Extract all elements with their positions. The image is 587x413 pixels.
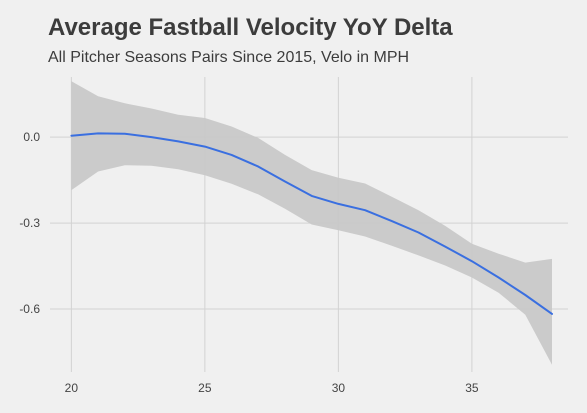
axis-labels: 20 25 30 35 0.0 -0.3 -0.6 bbox=[19, 130, 479, 395]
confidence-band-layer bbox=[71, 81, 553, 365]
y-tick-label: -0.6 bbox=[19, 302, 40, 316]
x-tick-label: 20 bbox=[65, 381, 79, 395]
y-tick-label: -0.3 bbox=[19, 216, 40, 230]
x-tick-label: 30 bbox=[332, 381, 346, 395]
confidence-band bbox=[71, 81, 553, 365]
x-tick-label: 35 bbox=[465, 381, 479, 395]
trend-line-layer bbox=[70, 132, 553, 315]
chart-title: Average Fastball Velocity YoY Delta bbox=[48, 14, 453, 41]
chart-subtitle: All Pitcher Seasons Pairs Since 2015, Ve… bbox=[48, 49, 410, 66]
y-tick-label: 0.0 bbox=[23, 130, 40, 144]
x-tick-label: 25 bbox=[198, 381, 212, 395]
trend-line bbox=[70, 132, 553, 315]
